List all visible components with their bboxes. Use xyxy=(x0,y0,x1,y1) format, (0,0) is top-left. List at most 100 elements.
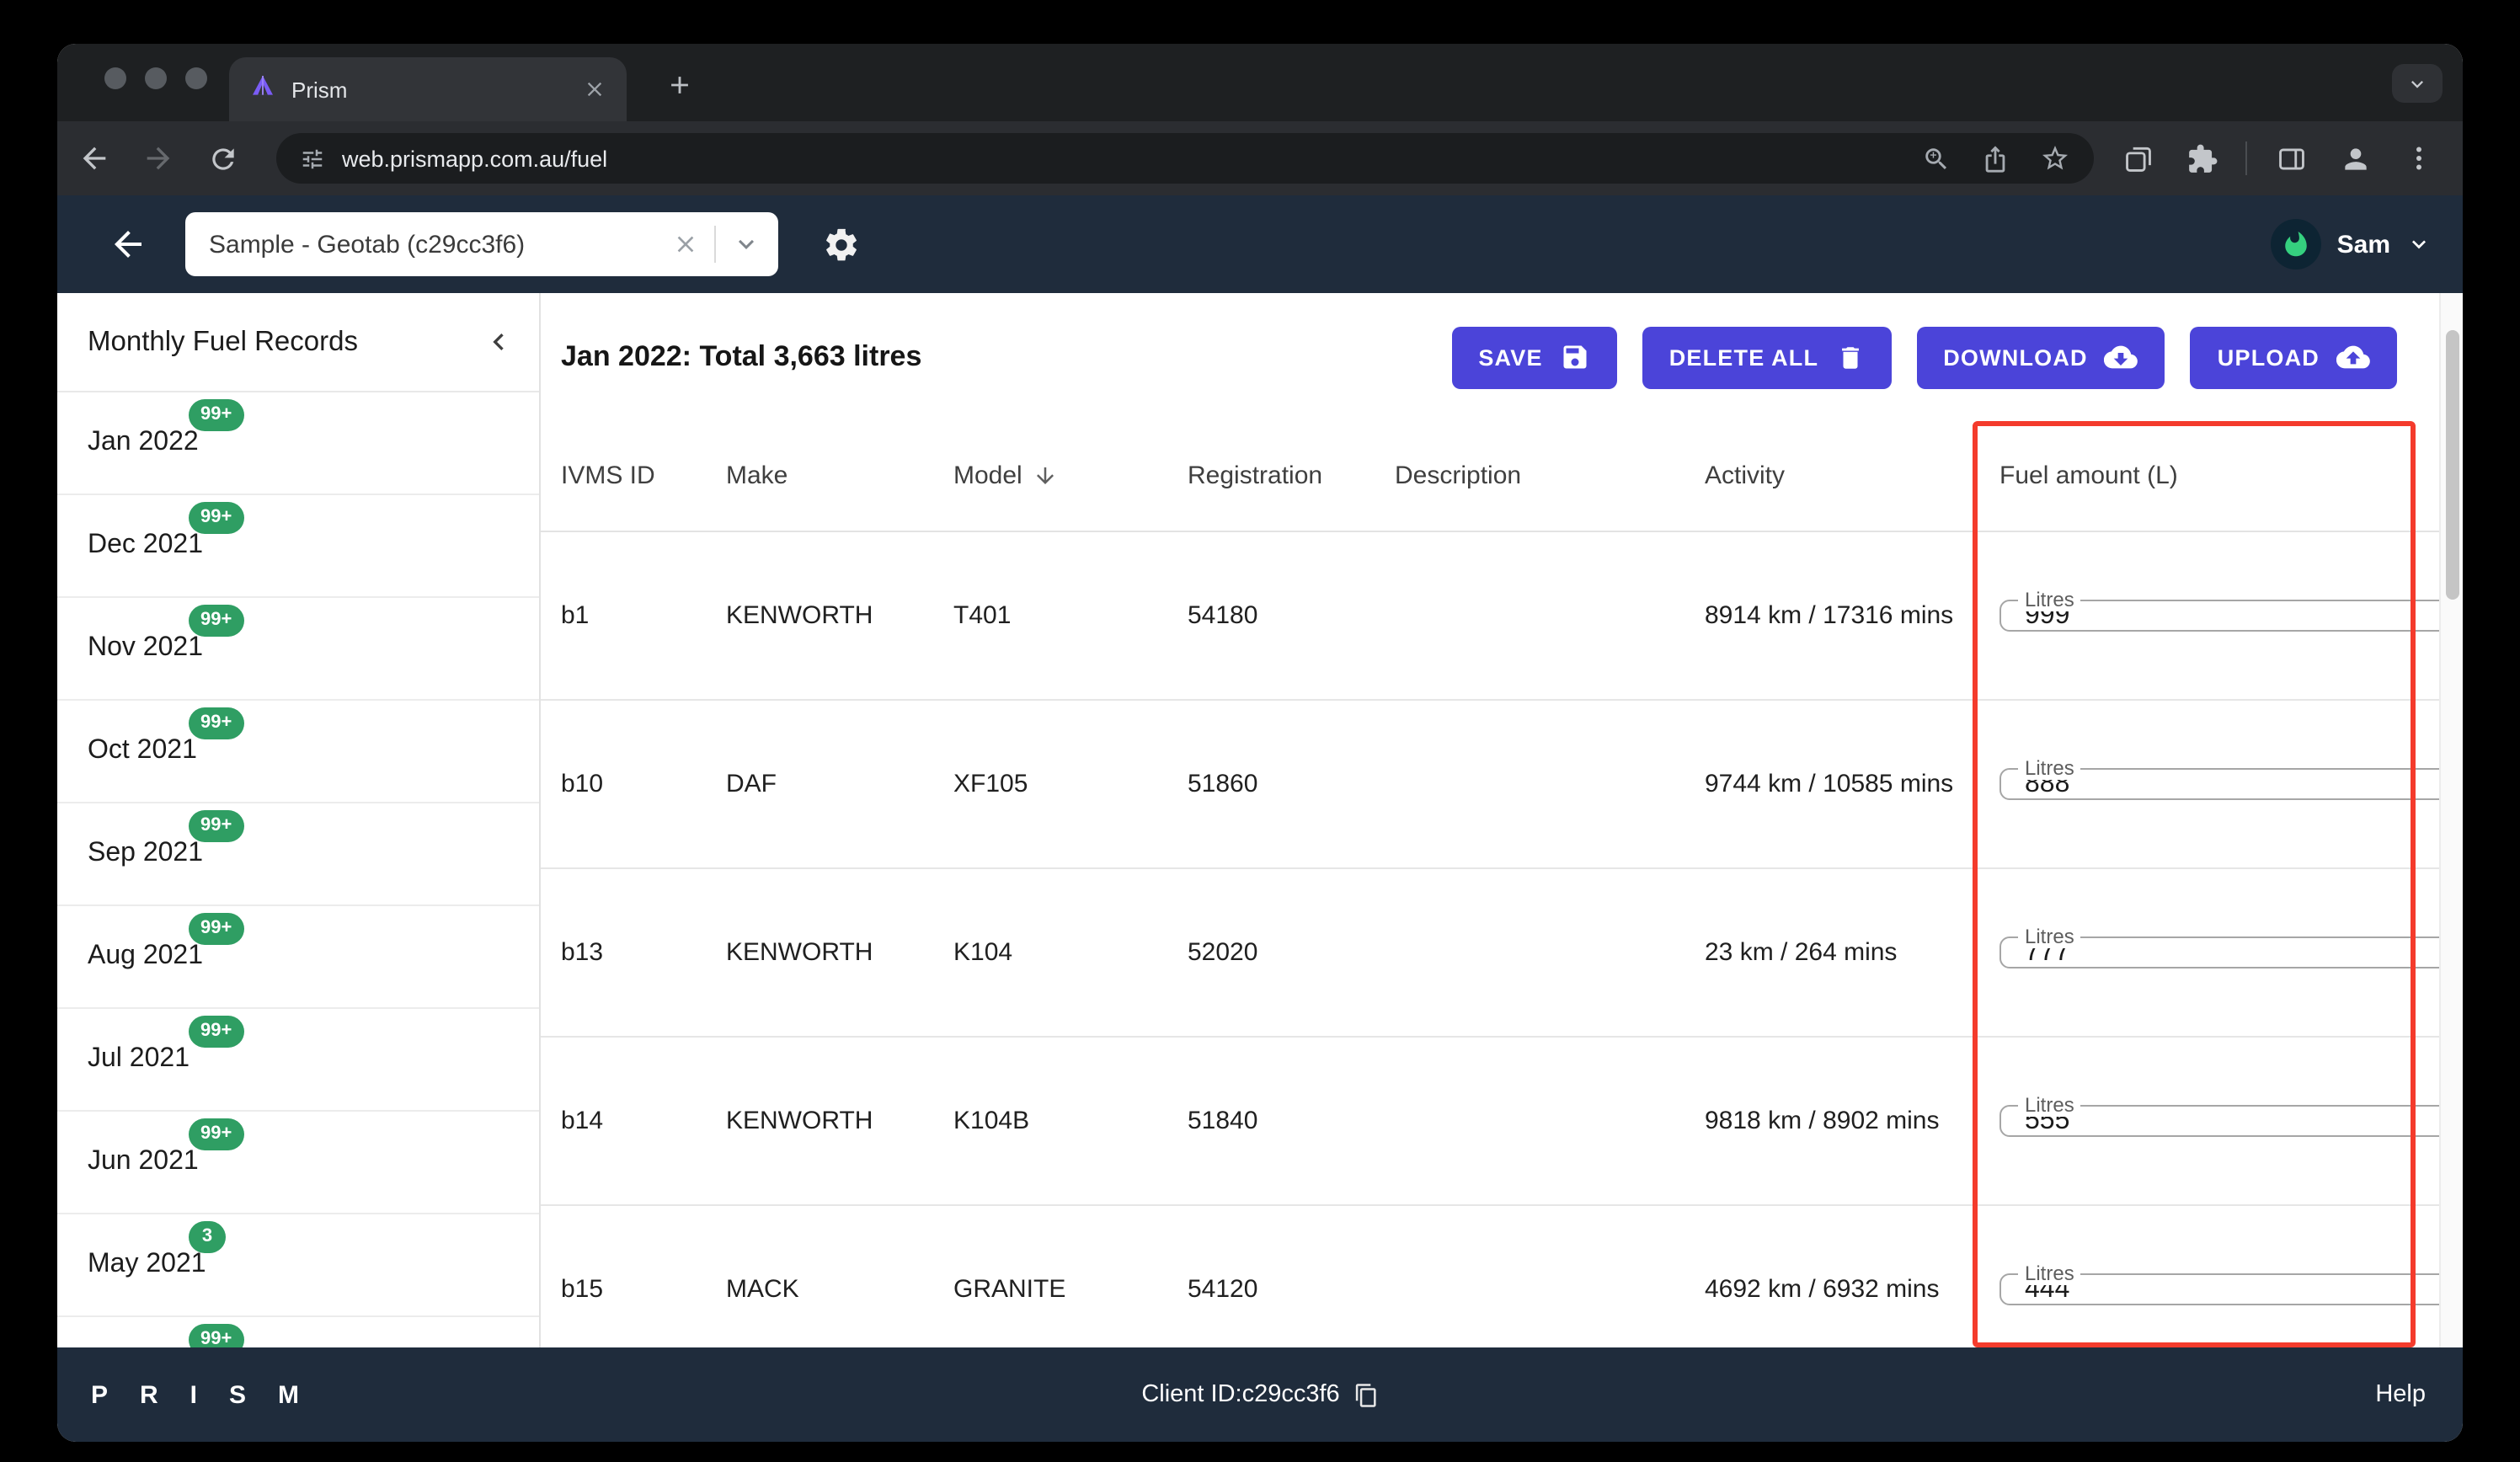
ivms-id-cell: b13 xyxy=(561,938,604,967)
help-link[interactable]: Help xyxy=(2375,1381,2426,1408)
activity-cell: 9744 km / 10585 mins xyxy=(1705,770,1954,798)
sidebar-item-jan-2022[interactable]: 99+ Jan 2022 xyxy=(57,392,539,495)
sidebar-item-aug-2021[interactable]: 99+ Aug 2021 xyxy=(57,906,539,1009)
address-bar[interactable]: web.prismapp.com.au/fuel xyxy=(276,133,2094,184)
cloud-upload-icon xyxy=(2336,345,2370,369)
select-divider xyxy=(714,226,716,263)
registration-cell: 51840 xyxy=(1188,1107,1258,1135)
column-header-activity[interactable]: Activity xyxy=(1705,462,1786,490)
footer: PRISM Client ID:c29cc3f6 Help xyxy=(57,1347,2463,1442)
upload-button[interactable]: UPLOAD xyxy=(2190,326,2397,388)
make-cell: KENWORTH xyxy=(726,938,873,967)
sidebar-item-dec-2021[interactable]: 99+ Dec 2021 xyxy=(57,495,539,598)
table-row: b15 MACK GRANITE 54120 4692 km / 6932 mi… xyxy=(541,1206,2463,1347)
close-window-button[interactable] xyxy=(104,67,126,89)
sidebar-item-may-2021[interactable]: 3 May 2021 xyxy=(57,1214,539,1317)
model-cell: K104B xyxy=(953,1107,1030,1135)
sidebar-item-partial[interactable]: 99+ xyxy=(57,1317,539,1347)
prism-favicon-icon xyxy=(249,72,276,107)
table-row: b14 KENWORTH K104B 51840 9818 km / 8902 … xyxy=(541,1038,2463,1206)
dataset-select-value: Sample - Geotab (c29cc3f6) xyxy=(209,230,526,259)
model-cell: K104 xyxy=(953,938,1013,967)
zoom-icon[interactable] xyxy=(1922,144,1951,173)
zoom-window-button[interactable] xyxy=(185,67,207,89)
site-settings-icon[interactable] xyxy=(300,146,325,171)
dataset-select[interactable]: Sample - Geotab (c29cc3f6) xyxy=(185,212,778,276)
column-header-model[interactable]: Model xyxy=(953,462,1188,490)
minimize-window-button[interactable] xyxy=(145,67,167,89)
toolbar-divider xyxy=(2245,141,2247,175)
activity-cell: 8914 km / 17316 mins xyxy=(1705,601,1954,630)
column-header-fuel-amount[interactable]: Fuel amount (L) xyxy=(1999,462,2178,490)
column-header-registration[interactable]: Registration xyxy=(1188,462,1323,490)
count-badge: 99+ xyxy=(189,810,244,842)
new-tab-button[interactable] xyxy=(657,62,701,106)
action-buttons: SAVE DELETE ALL DOWNLOAD UPLOAD xyxy=(1451,326,2397,388)
table-row: b1 KENWORTH T401 54180 8914 km / 17316 m… xyxy=(541,532,2463,701)
count-badge: 99+ xyxy=(189,605,244,637)
settings-gear-icon[interactable] xyxy=(822,225,861,264)
scrollbar[interactable] xyxy=(2439,293,2463,1347)
registration-cell: 52020 xyxy=(1188,938,1258,967)
clear-selection-icon[interactable] xyxy=(672,231,699,258)
page-title: Jan 2022: Total 3,663 litres xyxy=(561,340,922,372)
sidebar-header: Monthly Fuel Records xyxy=(57,293,539,392)
ivms-id-cell: b14 xyxy=(561,1107,604,1135)
ivms-id-cell: b10 xyxy=(561,770,604,798)
user-menu[interactable]: Sam xyxy=(2271,219,2432,269)
fuel-amount-field: Litres xyxy=(1999,1092,2463,1136)
app-back-icon[interactable] xyxy=(108,224,148,264)
select-chevron-down-icon[interactable] xyxy=(731,229,761,259)
table-row: b10 DAF XF105 51860 9744 km / 10585 mins… xyxy=(541,701,2463,869)
count-badge: 99+ xyxy=(189,1016,244,1048)
copy-icon[interactable] xyxy=(1353,1382,1379,1407)
activity-cell: 23 km / 264 mins xyxy=(1705,938,1898,967)
share-icon[interactable] xyxy=(1981,144,2010,173)
profile-icon[interactable] xyxy=(2335,138,2375,179)
extensions-puzzle-icon[interactable] xyxy=(2181,138,2222,179)
column-header-ivms-id[interactable]: IVMS ID xyxy=(561,462,655,490)
registration-cell: 54120 xyxy=(1188,1275,1258,1304)
side-panel-icon[interactable] xyxy=(2271,138,2311,179)
column-header-description[interactable]: Description xyxy=(1395,462,1522,490)
make-cell: MACK xyxy=(726,1275,799,1304)
scrollbar-thumb[interactable] xyxy=(2446,330,2459,600)
browser-reload-icon[interactable] xyxy=(202,138,243,179)
client-id: Client ID:c29cc3f6 xyxy=(1141,1381,1378,1408)
sidebar-item-jun-2021[interactable]: 99+ Jun 2021 xyxy=(57,1112,539,1214)
browser-forward-icon[interactable] xyxy=(138,138,179,179)
trash-icon xyxy=(1841,346,1859,368)
fuel-amount-field: Litres xyxy=(1999,755,2463,799)
ivms-id-cell: b1 xyxy=(561,601,590,630)
sidebar-item-oct-2021[interactable]: 99+ Oct 2021 xyxy=(57,701,539,803)
count-badge: 99+ xyxy=(189,1118,244,1150)
tab-list-chevron-button[interactable] xyxy=(2392,64,2443,103)
fuel-amount-field: Litres xyxy=(1999,1261,2463,1305)
main-panel: Jan 2022: Total 3,663 litres SAVE DELETE… xyxy=(541,293,2463,1347)
browser-toolbar: web.prismapp.com.au/fuel xyxy=(57,121,2463,195)
browser-menu-kebab-icon[interactable] xyxy=(2399,138,2439,179)
column-header-make[interactable]: Make xyxy=(726,462,788,490)
close-tab-icon[interactable] xyxy=(583,77,606,101)
user-name: Sam xyxy=(2336,230,2390,259)
sidebar-item-nov-2021[interactable]: 99+ Nov 2021 xyxy=(57,598,539,701)
save-button[interactable]: SAVE xyxy=(1451,326,1617,388)
user-chevron-down-icon[interactable] xyxy=(2405,231,2432,258)
model-cell: XF105 xyxy=(953,770,1028,798)
sidebar-item-jul-2021[interactable]: 99+ Jul 2021 xyxy=(57,1009,539,1112)
bookmark-star-icon[interactable] xyxy=(2040,143,2070,173)
make-cell: KENWORTH xyxy=(726,1107,873,1135)
download-button[interactable]: DOWNLOAD xyxy=(1916,326,2165,388)
tab-overview-icon[interactable] xyxy=(2117,138,2158,179)
make-cell: KENWORTH xyxy=(726,601,873,630)
delete-all-button[interactable]: DELETE ALL xyxy=(1642,326,1892,388)
avatar xyxy=(2271,219,2322,269)
browser-tab[interactable]: Prism xyxy=(229,57,627,121)
browser-back-icon[interactable] xyxy=(74,138,115,179)
sidebar-item-sep-2021[interactable]: 99+ Sep 2021 xyxy=(57,803,539,906)
window-controls[interactable] xyxy=(104,67,207,89)
toolbar-right-icons xyxy=(2117,138,2463,179)
url-text: web.prismapp.com.au/fuel xyxy=(342,146,608,171)
sidebar-title: Monthly Fuel Records xyxy=(88,326,358,356)
sidebar-collapse-chevron-icon[interactable] xyxy=(482,325,515,359)
